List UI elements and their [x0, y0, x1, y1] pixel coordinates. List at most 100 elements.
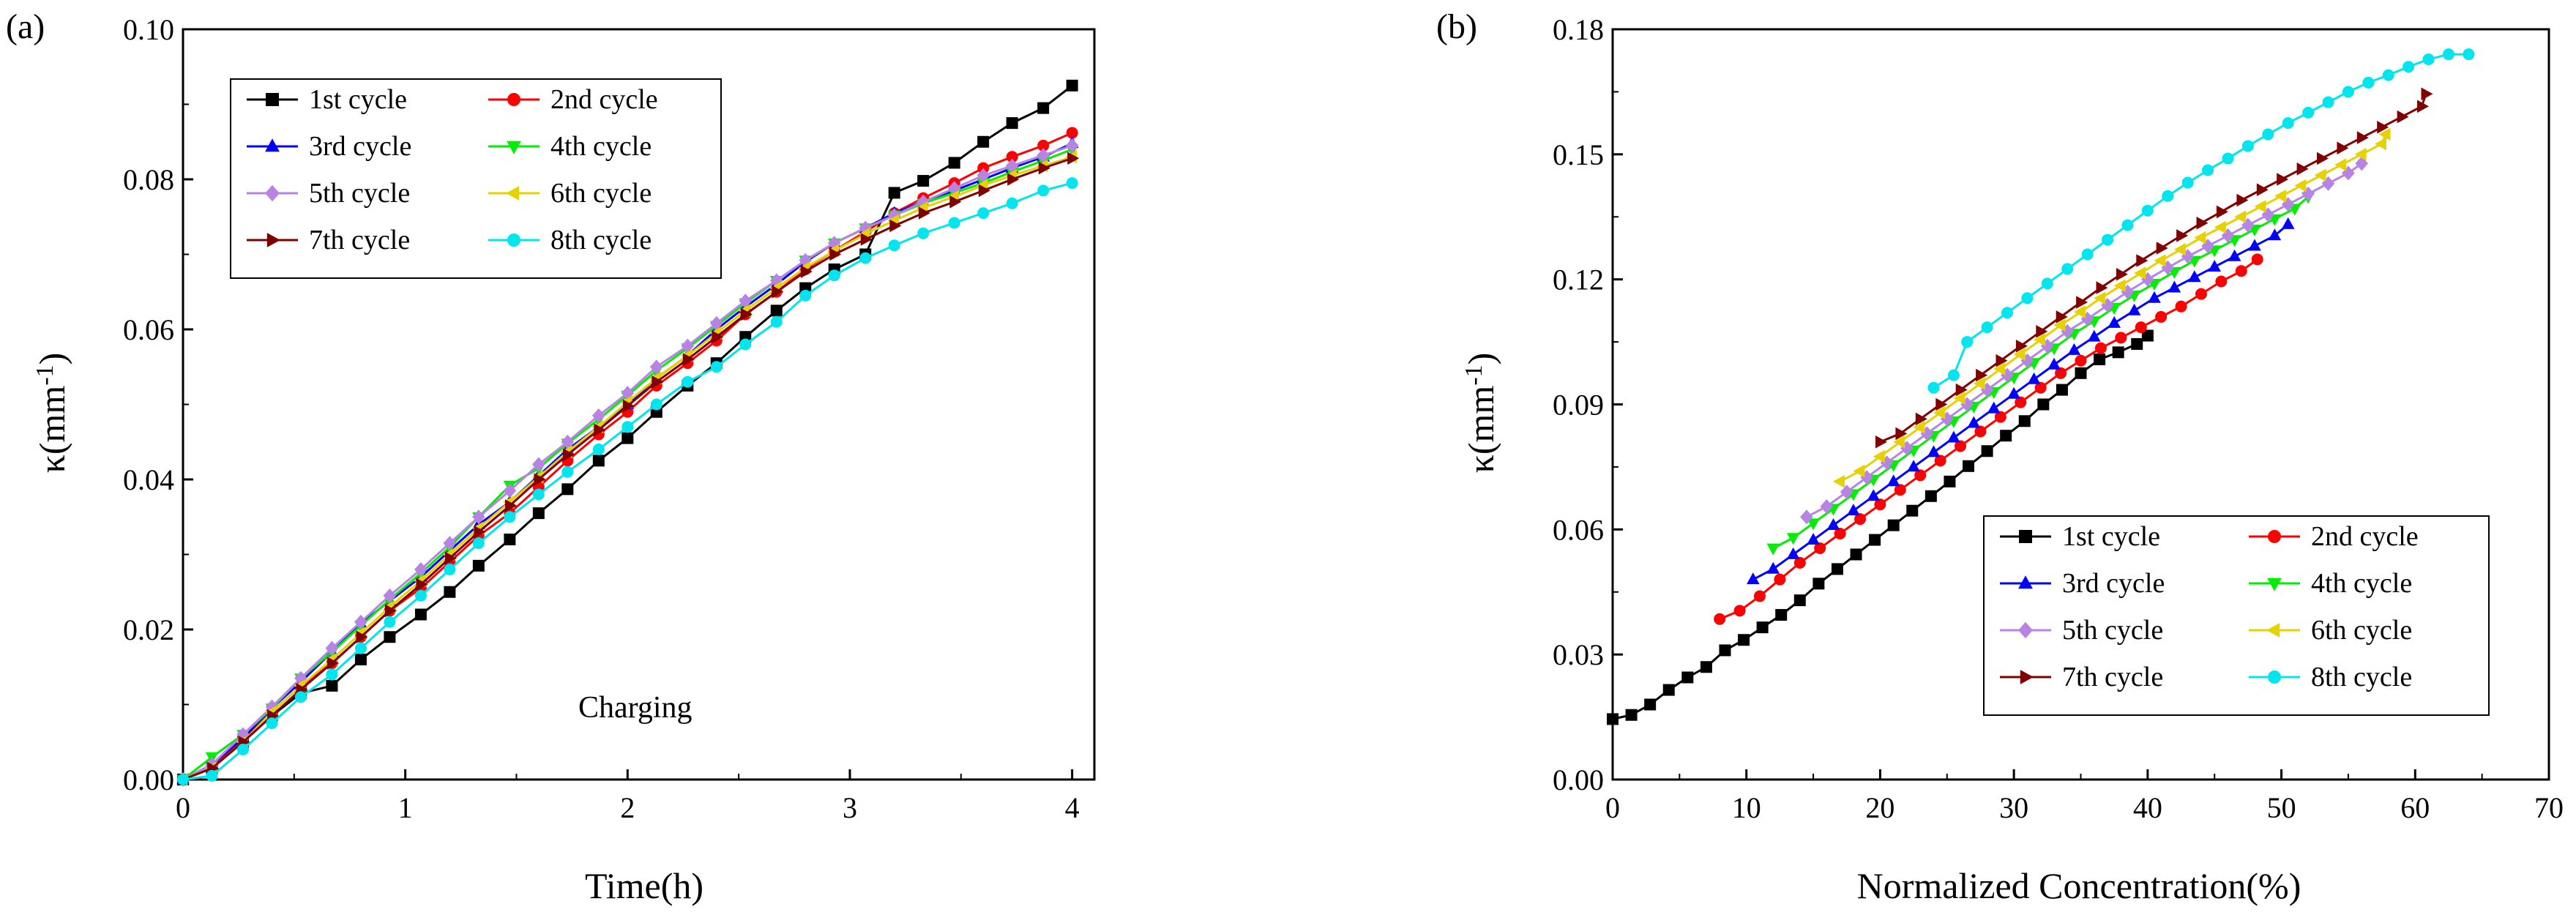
data-point — [1753, 590, 1766, 602]
legend-label: 3rd cycle — [309, 131, 411, 162]
data-point — [1814, 542, 1826, 554]
data-point — [2127, 303, 2141, 315]
data-point — [356, 630, 368, 643]
data-point — [2296, 162, 2309, 176]
annotation-charging: Charging — [578, 691, 692, 725]
series-b — [1607, 48, 2475, 725]
legend-label: 6th cycle — [550, 178, 652, 209]
data-point — [2148, 291, 2161, 303]
data-point — [1927, 445, 1941, 457]
series-8 — [177, 177, 1078, 785]
x-axis-title-a: Time(h) — [585, 865, 703, 906]
data-point — [2356, 131, 2369, 144]
data-point — [2162, 190, 2174, 202]
y-tick-label: 0.06 — [123, 313, 174, 346]
data-point — [474, 526, 486, 539]
data-point — [977, 135, 990, 148]
legend-swatch-marker — [265, 184, 280, 202]
data-point — [2080, 311, 2094, 326]
series-5 — [1800, 156, 2368, 525]
data-point — [2036, 325, 2048, 338]
data-point — [2088, 329, 2101, 342]
data-point — [1719, 644, 1731, 657]
data-point — [1880, 455, 1894, 471]
data-point — [177, 774, 189, 785]
data-point — [2041, 277, 2053, 290]
data-point — [2056, 384, 2068, 396]
data-point — [445, 551, 457, 565]
data-point — [681, 338, 695, 354]
data-point — [561, 483, 574, 496]
legend-label: 1st cycle — [2062, 521, 2160, 552]
data-point — [2261, 207, 2275, 223]
data-point — [1066, 177, 1078, 190]
legend-label: 5th cycle — [309, 178, 410, 209]
data-point — [1065, 138, 1079, 153]
data-point — [1733, 605, 1746, 617]
data-point — [2421, 87, 2433, 101]
data-point — [2000, 430, 2012, 442]
data-point — [977, 168, 990, 183]
data-point — [2214, 220, 2226, 234]
legend-box — [1983, 515, 2490, 716]
legend-swatch-marker — [2266, 623, 2280, 638]
data-point — [325, 640, 339, 656]
data-point — [1831, 563, 1843, 575]
data-point — [622, 399, 635, 413]
data-point — [2001, 307, 2014, 319]
data-point — [504, 534, 516, 545]
data-point — [2055, 367, 2067, 379]
data-point — [917, 175, 930, 187]
data-point — [2215, 275, 2228, 288]
data-point — [2262, 128, 2274, 141]
data-point — [2116, 268, 2128, 281]
data-point — [2422, 53, 2435, 65]
data-point — [828, 269, 840, 282]
data-point — [770, 304, 783, 317]
data-point — [712, 330, 724, 344]
data-point — [1793, 594, 1806, 607]
series-6 — [1833, 127, 2391, 488]
data-point — [948, 157, 960, 169]
data-point — [354, 654, 367, 665]
y-tick-label: 0.10 — [123, 13, 174, 46]
data-point — [1955, 383, 1968, 397]
legend-swatch-marker — [2018, 575, 2033, 589]
data-point — [2251, 253, 2263, 266]
data-point — [2281, 197, 2295, 212]
data-point — [1981, 445, 1993, 457]
legend-swatch-marker — [266, 233, 280, 247]
data-point — [1895, 427, 1908, 441]
data-point — [1924, 490, 1937, 502]
legend-swatch-marker — [2267, 578, 2282, 591]
panel-label-a: (a) — [6, 7, 45, 46]
data-point — [2241, 140, 2254, 152]
data-point — [1915, 412, 1927, 426]
series-1 — [1607, 329, 2154, 725]
data-point — [2075, 354, 2087, 367]
y-tick-label: 0.09 — [1553, 389, 1604, 422]
panel-label-b: (b) — [1436, 7, 1477, 46]
data-point — [2034, 333, 2046, 346]
data-point — [354, 614, 367, 629]
data-point — [652, 375, 664, 389]
data-point — [799, 289, 812, 302]
data-point — [1850, 548, 1862, 561]
data-point — [1933, 406, 1946, 419]
data-point — [1037, 184, 1050, 197]
data-point — [534, 473, 546, 486]
x-tick-label: 1 — [398, 791, 413, 824]
data-point — [1987, 401, 2001, 414]
data-point — [1887, 519, 1900, 531]
data-point — [2047, 357, 2061, 370]
data-point — [2154, 254, 2166, 267]
x-tick-label: 60 — [2400, 791, 2430, 824]
x-tick-label: 2 — [620, 791, 635, 824]
data-point — [2112, 346, 2124, 359]
data-point — [1644, 698, 1657, 711]
data-point — [2378, 127, 2391, 141]
data-point — [1007, 173, 1020, 186]
series-a — [176, 79, 1080, 787]
data-point — [859, 252, 872, 264]
data-point — [2195, 288, 2207, 300]
